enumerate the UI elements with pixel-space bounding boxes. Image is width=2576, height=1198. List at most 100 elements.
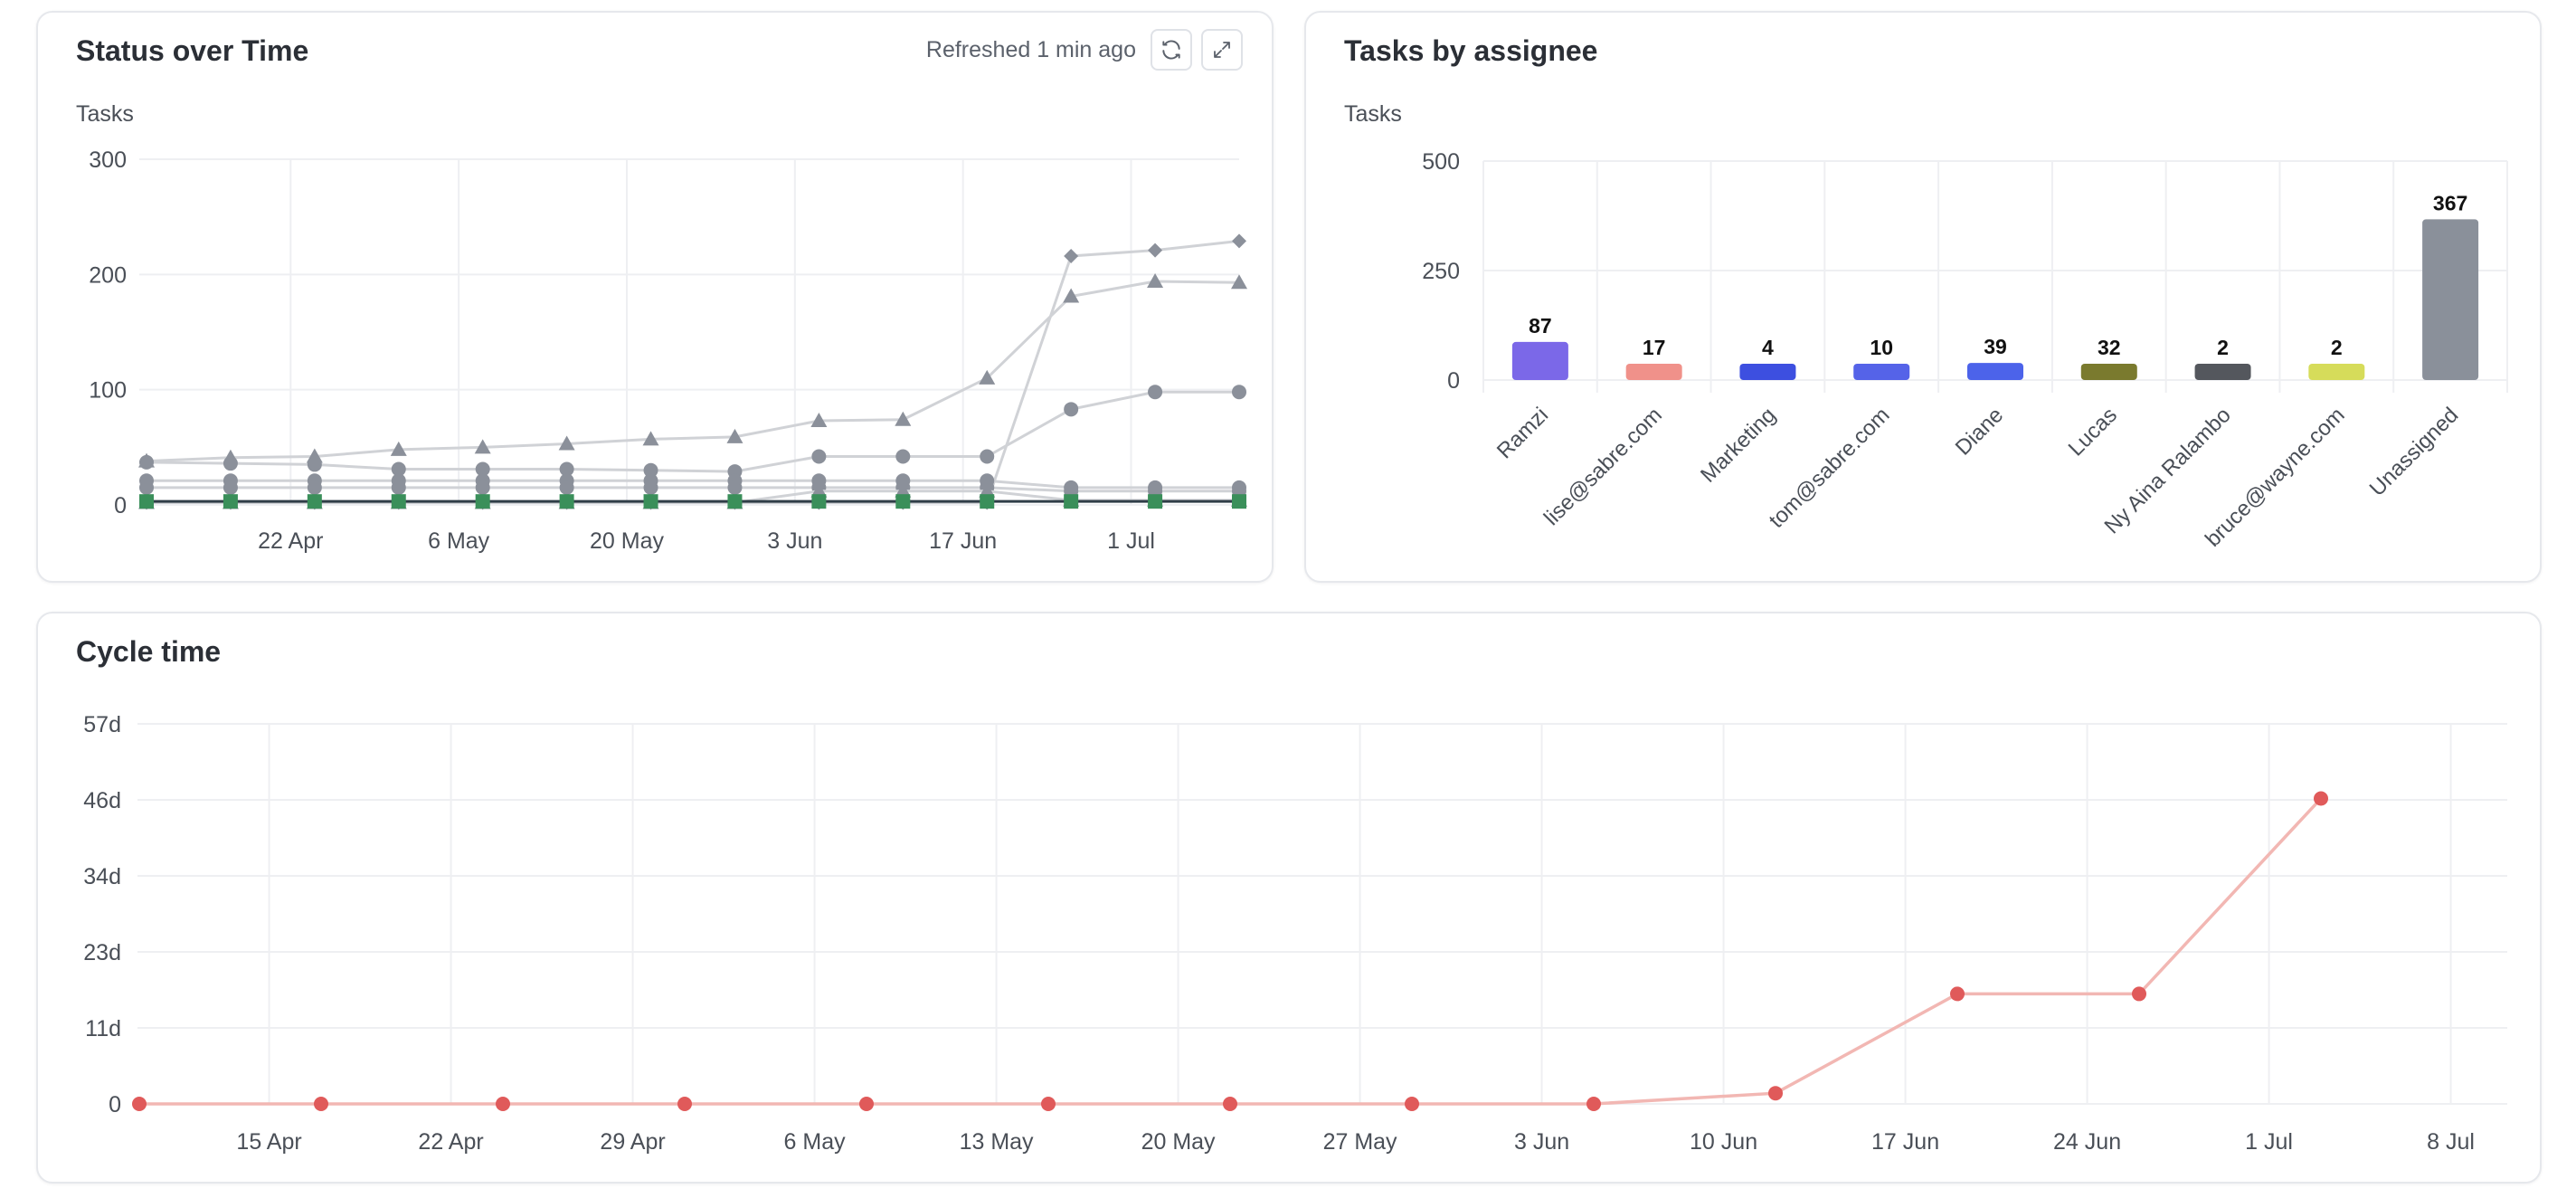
data-point (643, 480, 658, 495)
expand-button[interactable] (1201, 29, 1243, 71)
bar (1625, 364, 1682, 380)
assignee-card-title: Tasks by assignee (1344, 34, 1598, 67)
data-point (307, 480, 322, 495)
category-label: lise@sabre.com (1539, 403, 1667, 530)
x-tick-label: 13 May (960, 1129, 1034, 1155)
refresh-button[interactable] (1151, 29, 1192, 71)
data-point (811, 449, 827, 464)
x-tick-label: 8 Jul (2427, 1129, 2475, 1155)
status-y-axis-label: Tasks (76, 101, 134, 127)
bar-value-label: 87 (1529, 314, 1552, 338)
x-tick-label: 29 Apr (600, 1129, 665, 1155)
x-tick-label: 6 May (784, 1129, 847, 1155)
status-card-title: Status over Time (76, 34, 309, 67)
data-point (1950, 986, 1965, 1002)
data-point (391, 480, 406, 495)
x-tick-label: 15 Apr (236, 1129, 301, 1155)
data-point (1064, 248, 1079, 263)
x-tick-label: 22 Apr (418, 1129, 483, 1155)
data-point (979, 482, 996, 498)
data-point (980, 449, 995, 464)
category-label: Marketing (1696, 403, 1781, 488)
x-tick-label: 22 Apr (258, 528, 323, 554)
data-point (1148, 385, 1163, 400)
x-tick-label: 10 Jun (1690, 1129, 1757, 1155)
data-point (1064, 402, 1079, 417)
data-point (1768, 1086, 1783, 1101)
x-tick-label: 3 Jun (767, 528, 822, 554)
bar (2194, 364, 2251, 380)
y-tick-label: 23d (83, 940, 121, 965)
data-point (307, 457, 322, 472)
data-point (810, 482, 828, 498)
refreshed-label: Refreshed 1 min ago (925, 36, 1136, 62)
bar (1739, 364, 1796, 380)
category-label: tom@sabre.com (1765, 403, 1895, 533)
y-tick-label: 300 (89, 147, 127, 173)
series-line (147, 486, 1239, 493)
data-point (643, 494, 658, 509)
cycle-time-card: Cycle time 0 11d 23d 34d 46d 57d 15 Apr 22 Apr 2… (36, 612, 2542, 1184)
bar (2422, 219, 2479, 380)
data-point (1063, 288, 1080, 303)
bar (1853, 364, 1910, 380)
data-point (1586, 1097, 1601, 1111)
series-line (147, 479, 1239, 490)
data-point (1041, 1097, 1056, 1111)
data-point (223, 456, 238, 471)
y-tick-label: 46d (83, 788, 121, 813)
data-point (558, 435, 575, 451)
bar (1967, 363, 2023, 380)
x-tick-label: 3 Jun (1514, 1129, 1569, 1155)
bar-value-label: 367 (2433, 191, 2467, 214)
x-tick-label: 17 Jun (1871, 1129, 1939, 1155)
data-point (559, 480, 574, 495)
bar (2080, 364, 2137, 380)
data-point (677, 1097, 692, 1111)
bar-value-label: 10 (1870, 336, 1893, 359)
y-tick-label: 0 (114, 493, 127, 518)
x-tick-label: 6 May (428, 528, 490, 554)
data-point (475, 494, 490, 509)
y-tick-label: 250 (1422, 259, 1460, 284)
data-point (726, 428, 743, 443)
tasks-by-assignee-card: Tasks by assignee Tasks 0 250 500 87 Ramzi 17… (1304, 11, 2542, 583)
data-point (810, 413, 828, 428)
y-tick-label: 500 (1422, 149, 1460, 175)
assignee-y-axis-label: Tasks (1344, 101, 1402, 127)
bar-value-label: 2 (2331, 336, 2343, 359)
y-tick-label: 100 (89, 378, 127, 404)
data-point (1148, 242, 1163, 258)
bar-value-label: 32 (2098, 336, 2121, 359)
category-label: Ny Aina Ralambo (2100, 403, 2236, 538)
data-point (474, 439, 491, 454)
data-point (727, 494, 743, 509)
series-line (146, 390, 1239, 473)
bar (1511, 341, 1568, 380)
data-point (314, 1097, 328, 1111)
y-tick-label: 0 (109, 1092, 121, 1117)
x-tick-label: 17 Jun (929, 528, 997, 554)
y-tick-label: 34d (83, 864, 121, 889)
bar-value-label: 2 (2217, 336, 2229, 359)
bar-value-label: 4 (1762, 336, 1774, 359)
expand-icon (1214, 42, 1230, 58)
data-point (496, 1097, 510, 1111)
y-tick-label: 57d (83, 712, 121, 737)
data-point (391, 461, 406, 477)
bar-value-label: 39 (1984, 335, 2007, 358)
y-tick-label: 200 (89, 262, 127, 288)
x-tick-label: 24 Jun (2053, 1129, 2121, 1155)
data-point (2132, 986, 2146, 1002)
data-point (475, 461, 490, 477)
y-tick-label: 0 (1447, 368, 1460, 394)
data-point (895, 494, 911, 509)
data-point (139, 454, 154, 470)
data-point (979, 369, 996, 385)
data-point (307, 494, 322, 509)
bar-value-label: 17 (1643, 336, 1666, 359)
cycle-time-chart: 0 11d 23d 34d 46d 57d 15 Apr 22 Apr 29 Apr 6 May 1… (83, 712, 2507, 1155)
data-point (1405, 1097, 1419, 1111)
data-point (895, 482, 912, 498)
category-label: Ramzi (1492, 403, 1553, 463)
